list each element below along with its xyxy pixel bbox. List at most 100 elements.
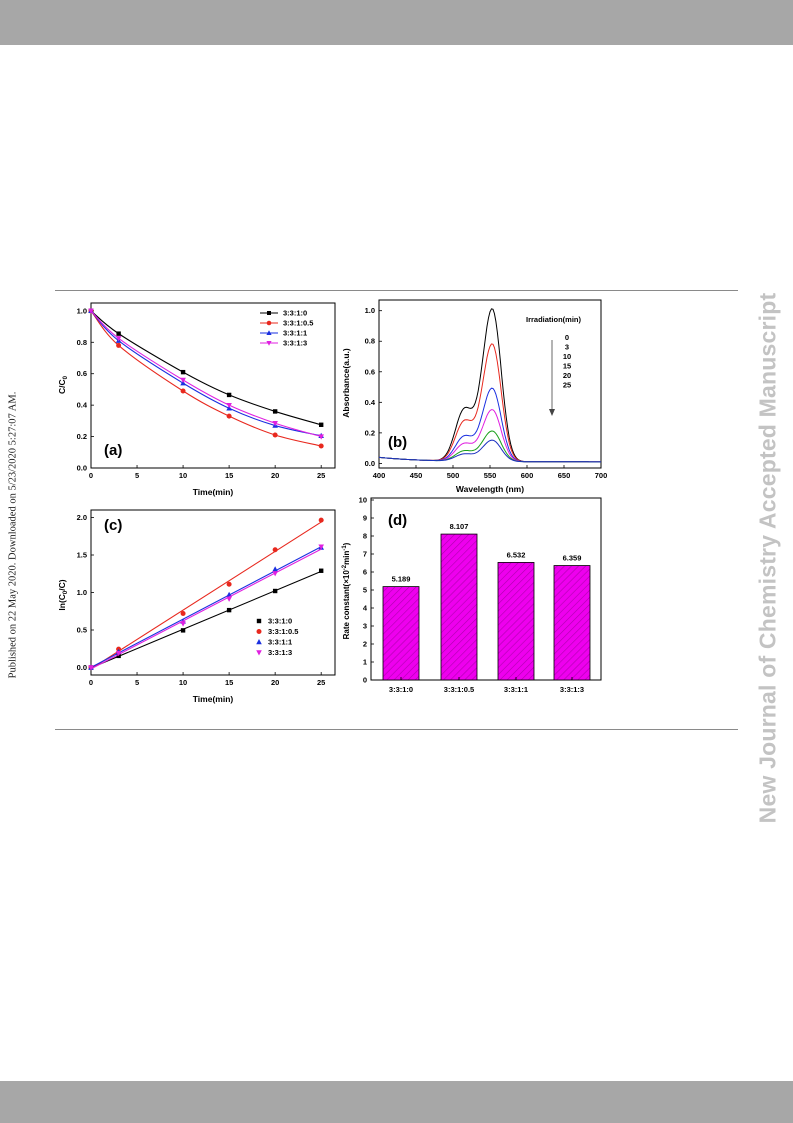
y-tick-label: 0.0	[77, 464, 87, 473]
bar-value-label: 8.107	[450, 522, 469, 531]
x-axis-label: Time(min)	[193, 487, 234, 497]
publication-note-text: Published on 22 May 2020. Downloaded on …	[7, 391, 19, 679]
x-tick-label: 5	[135, 678, 139, 687]
y-tick-label: 0.0	[77, 663, 87, 672]
data-point	[226, 596, 232, 602]
legend-marker	[266, 320, 272, 326]
y-tick-label: 1.0	[77, 306, 87, 315]
x-tick-label: 3:3:1:1	[504, 685, 528, 694]
y-axis-label-sup2: -1	[342, 545, 348, 551]
legend-label: 10	[563, 352, 571, 361]
data-point	[88, 665, 94, 671]
y-tick-label: 0.0	[365, 459, 375, 468]
y-axis-label-tail: )	[342, 542, 351, 545]
legend-label: 15	[563, 362, 571, 371]
x-tick-label: 25	[317, 471, 325, 480]
y-tick-label: 7	[363, 550, 367, 559]
data-point	[272, 421, 278, 427]
x-tick-label: 400	[373, 471, 386, 480]
data-point	[272, 588, 278, 594]
y-axis-label-sub: 0	[63, 590, 69, 594]
data-point	[88, 308, 94, 314]
panel-label: (c)	[104, 517, 122, 534]
y-tick-label: 1	[363, 658, 367, 667]
x-axis-label: Time(min)	[193, 694, 234, 704]
legend-label: 25	[563, 381, 571, 390]
decrease-arrow-head	[549, 409, 555, 416]
x-tick-label: 15	[225, 471, 233, 480]
legend-marker	[266, 341, 272, 346]
data-point	[226, 413, 232, 419]
x-tick-label: 5	[135, 471, 139, 480]
bar-3:3:1:0.5	[440, 533, 478, 681]
data-point	[272, 571, 278, 577]
x-tick-label: 700	[595, 471, 608, 480]
y-tick-label: 0.4	[77, 401, 88, 410]
x-tick-label: 0	[89, 471, 93, 480]
data-point	[180, 628, 186, 633]
fit-line-3:3:1:0.5	[90, 521, 322, 670]
y-tick-label: 4	[363, 604, 368, 613]
y-tick-label: 6	[363, 568, 367, 577]
spectrum-10	[378, 387, 601, 463]
x-tick-label: 600	[521, 471, 534, 480]
chart-panel-b: 400 450 500 550 600 650 7000.00.20.40.60.81.0 …	[341, 299, 608, 494]
bar-value-label: 6.359	[563, 554, 582, 563]
chart-panel-c: 0 5 10 15 20 25 0.0 0.5 1.0 1.5 2.0 3:3:1:03:3:1:0…	[57, 509, 336, 704]
x-tick-label: 3:3:1:0.5	[444, 685, 474, 694]
y-axis-label: C/C0	[57, 375, 69, 394]
data-point	[180, 377, 186, 383]
y-axis-label-main: C/C	[57, 379, 67, 394]
y-tick-label: 2	[363, 640, 367, 649]
y-axis-label-sub: 0	[63, 375, 69, 379]
data-point	[318, 434, 324, 440]
y-axis-label-main: Rate constant(×10	[342, 570, 351, 640]
panel-label: (d)	[388, 512, 407, 529]
bar-3:3:1:0	[382, 586, 420, 681]
y-axis-label-mid: min	[342, 551, 351, 565]
y-tick-label: 0.6	[365, 367, 375, 376]
legend-marker	[256, 629, 262, 634]
data-point	[226, 581, 232, 587]
x-axis-label: Wavelength (nm)	[456, 484, 524, 494]
data-point	[272, 409, 278, 414]
y-tick-label: 0	[363, 676, 367, 685]
data-point	[318, 443, 324, 449]
legend-label: 20	[563, 371, 571, 380]
x-tick-label: 15	[225, 678, 233, 687]
data-point	[272, 547, 278, 553]
legend-title: Irradiation(min)	[526, 315, 582, 324]
y-tick-label: 0.2	[365, 428, 375, 437]
y-tick-label: 9	[363, 514, 367, 523]
legend-label: 0	[565, 333, 569, 342]
legend-label: 3:3:1:0	[283, 309, 307, 318]
spectrum-25	[378, 439, 601, 463]
chart-panel-d: 0 1 2 3 4 5 6 7 8 9 10 5.189 3:3:1:0 8.107 3:3:1:0.5 6…	[342, 496, 602, 694]
data-point	[180, 611, 186, 616]
data-point	[318, 422, 324, 427]
legend-label: 3:3:1:3	[283, 339, 307, 348]
legend-marker	[256, 650, 262, 656]
data-point	[115, 651, 122, 657]
plot-frame	[90, 302, 336, 469]
data-point	[318, 517, 324, 523]
y-axis-label-tail: /C)	[57, 579, 67, 591]
y-tick-label: 0.5	[77, 626, 87, 635]
fit-line-3:3:1:0	[90, 570, 322, 669]
x-tick-label: 3:3:1:0	[389, 685, 413, 694]
data-point	[180, 369, 186, 375]
panel-label: (a)	[104, 442, 122, 459]
x-tick-label: 550	[484, 471, 497, 480]
x-tick-label: 10	[179, 678, 187, 687]
data-point	[226, 607, 232, 613]
y-axis-label-sup1: -2	[342, 564, 348, 570]
figure-top-rule	[55, 290, 738, 291]
x-tick-label: 20	[271, 471, 279, 480]
data-point	[226, 402, 232, 409]
legend-marker	[267, 311, 271, 315]
legend-label: 3:3:1:0.5	[268, 627, 298, 636]
legend-label: 3:3:1:1	[268, 638, 292, 647]
data-point	[116, 342, 122, 348]
x-tick-label: 0	[89, 678, 93, 687]
data-point	[116, 331, 121, 336]
